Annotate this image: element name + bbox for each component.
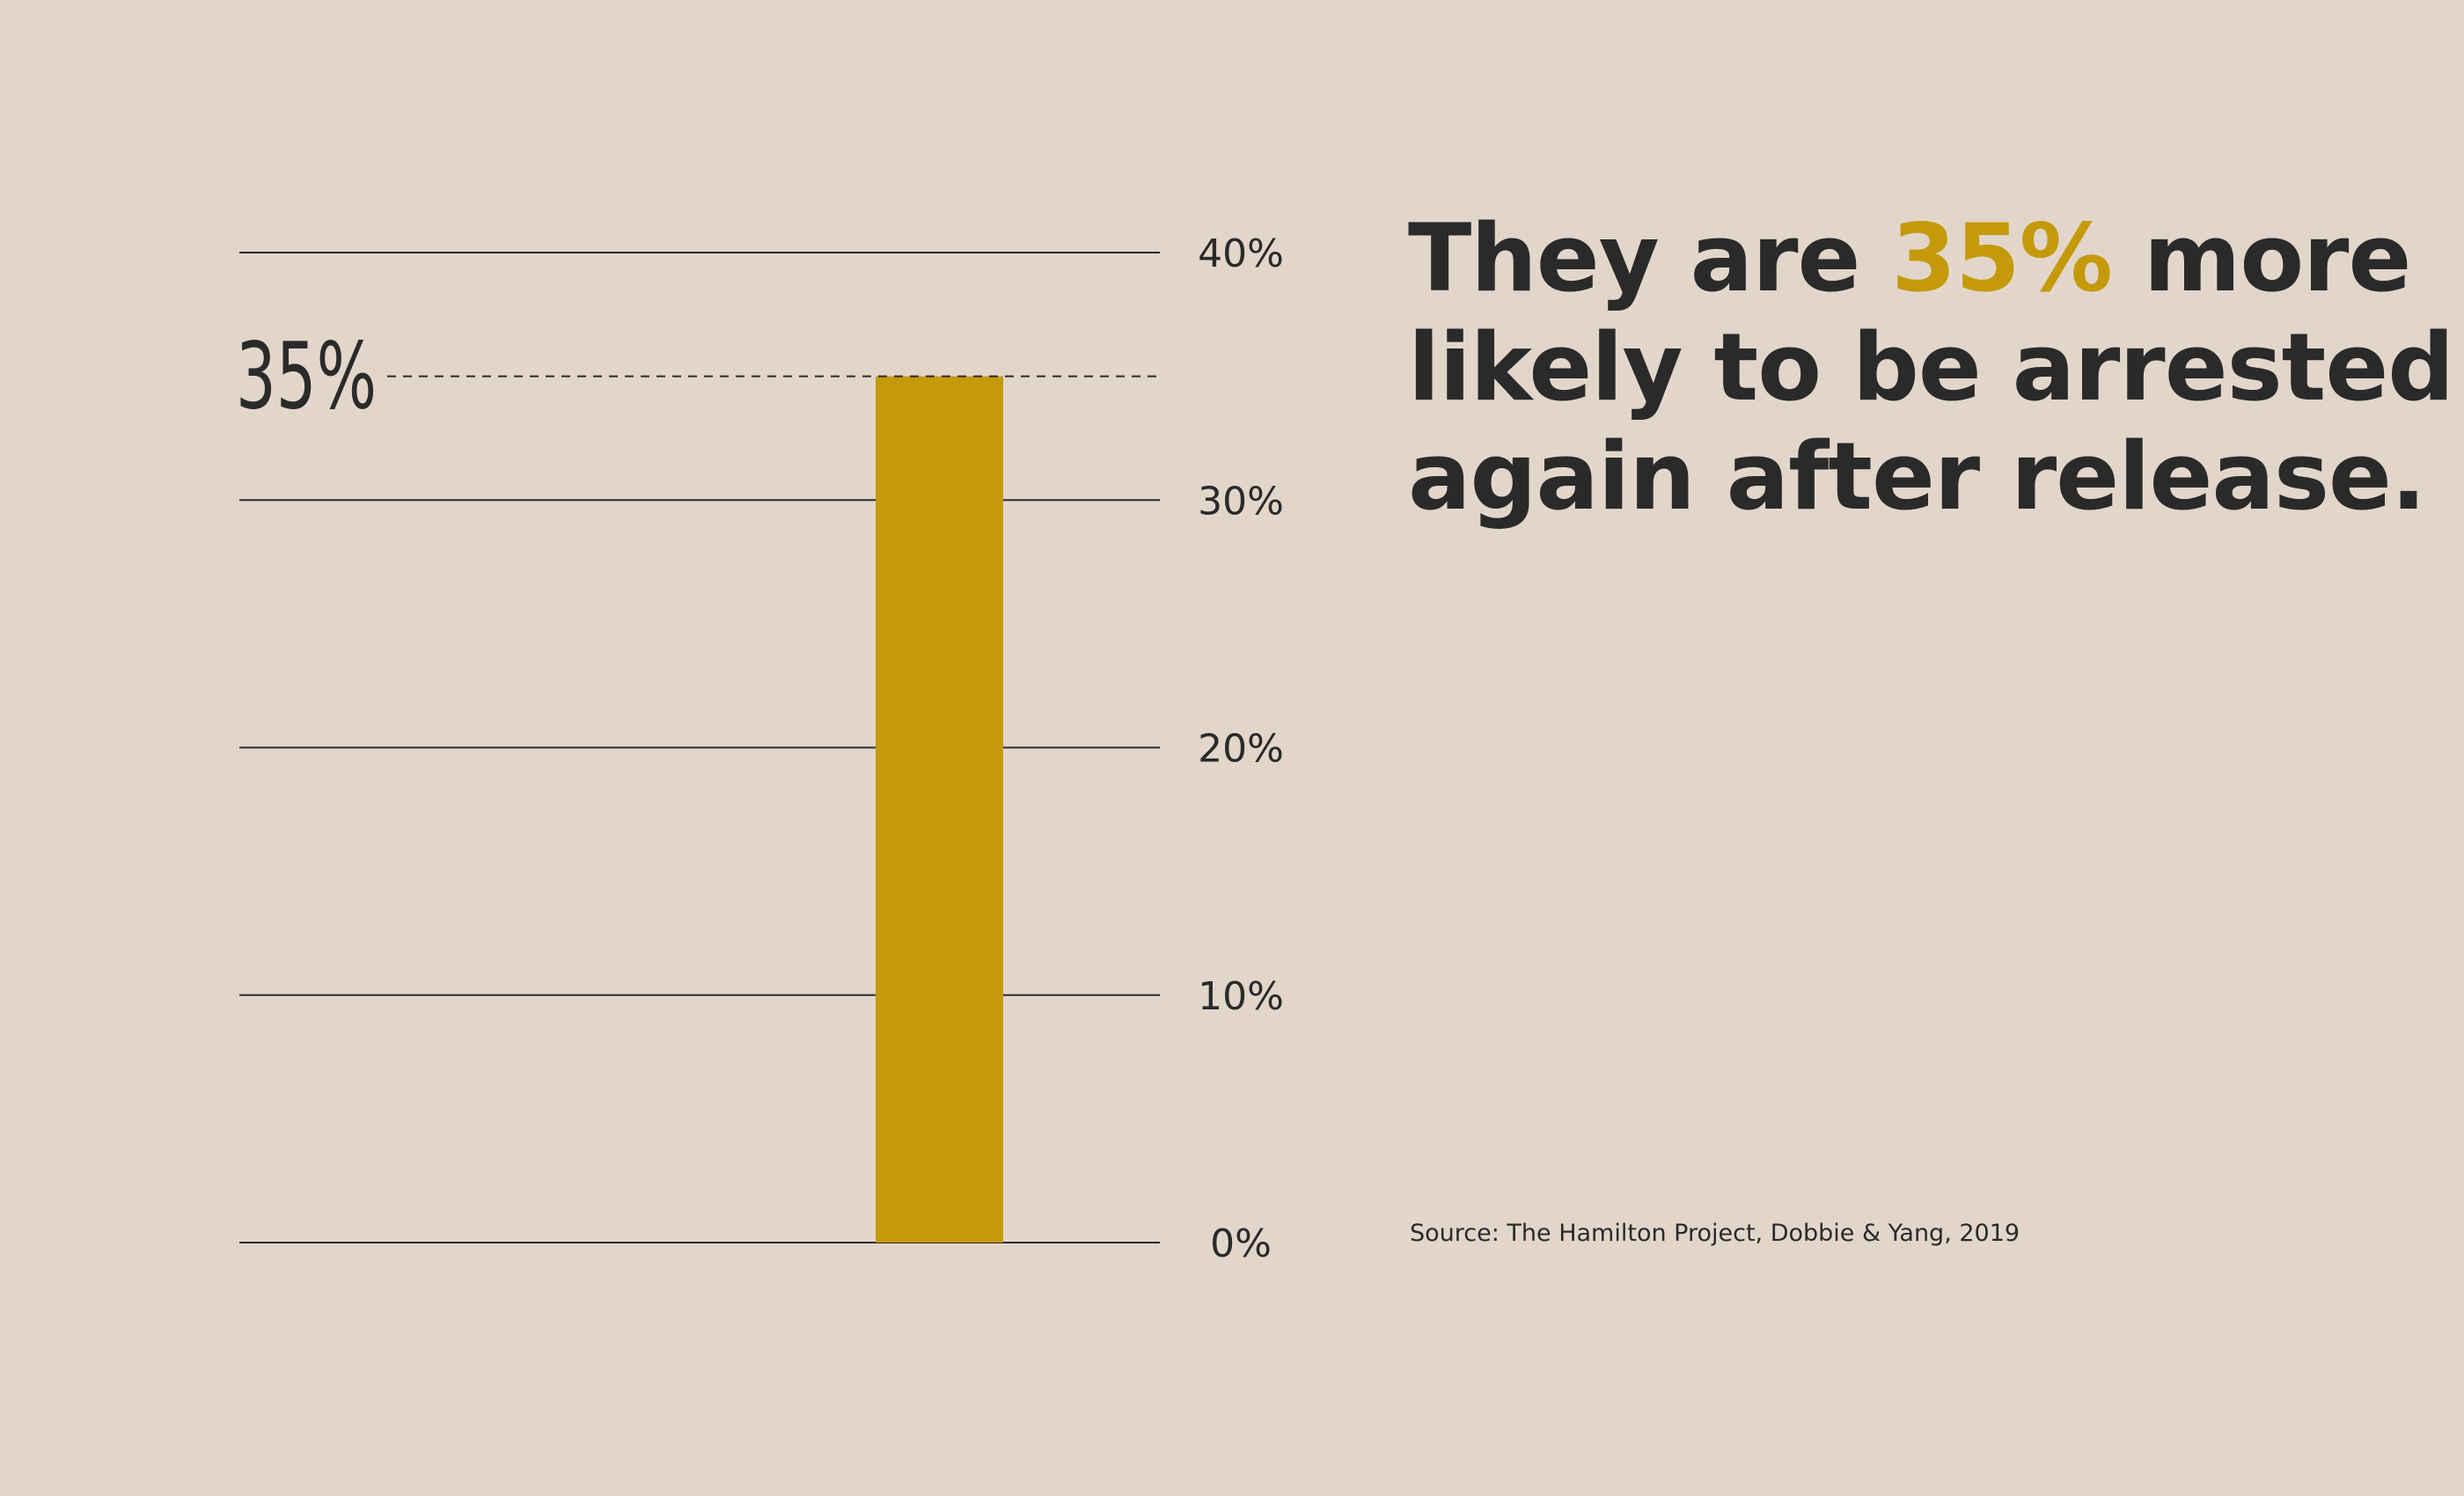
headline-line-2: likely to be arrested [1408,313,2454,422]
headline-highlight: 35% [1891,204,2113,312]
y-tick-label: 40% [1198,231,1284,276]
source-note: Source: The Hamilton Project, Dobbie & Y… [1410,1220,2020,1247]
bar-chart: 35% 0% 10% 20% 30% 40% [236,231,1284,1266]
headline-text: more [2111,204,2411,312]
y-tick-label: 0% [1210,1221,1272,1266]
y-tick-label: 20% [1198,727,1284,772]
y-tick-label: 30% [1198,479,1284,524]
annotation-label: 35% [236,323,377,430]
headline-text: They are [1408,204,1892,312]
headline-line-3: again after release. [1408,422,2426,531]
bar [876,376,1003,1243]
headline: They are 35% more likely to be arrested … [1408,204,2454,532]
headline-line-1: They are 35% more [1408,204,2420,313]
y-tick-label: 10% [1198,974,1284,1019]
